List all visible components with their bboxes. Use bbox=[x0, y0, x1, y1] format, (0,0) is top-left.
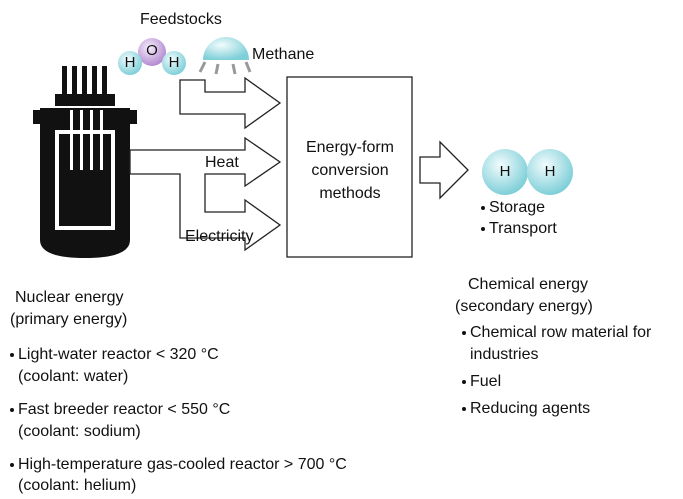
methane-icon bbox=[198, 37, 252, 75]
box-text: Energy-form bbox=[306, 139, 394, 156]
reactor-name: High-temperature gas-cooled reactor > 70… bbox=[18, 456, 347, 473]
box-text: methods bbox=[319, 185, 380, 202]
conversion-box bbox=[286, 76, 413, 258]
reactor-name: Light-water reactor < 320 °C bbox=[18, 346, 219, 363]
hydrogen-atom bbox=[482, 149, 528, 195]
heat-arrow bbox=[129, 136, 282, 252]
reactor-coolant: (coolant: water) bbox=[18, 368, 128, 385]
chemical-use: Reducing agents bbox=[470, 400, 590, 417]
methane-label: Methane bbox=[252, 46, 314, 63]
bullet bbox=[10, 463, 14, 467]
chemical-use: Chemical row material for bbox=[470, 324, 652, 341]
bullet bbox=[10, 408, 14, 412]
atom-label: H bbox=[169, 54, 180, 71]
bullet bbox=[481, 206, 485, 210]
nuclear-title: Nuclear energy bbox=[15, 289, 124, 306]
feedstock-arrow bbox=[179, 76, 282, 130]
reactor-icon bbox=[33, 66, 137, 258]
reactor-name: Fast breeder reactor < 550 °C bbox=[18, 401, 230, 418]
reactor-coolant: (coolant: helium) bbox=[18, 477, 136, 494]
feedstocks-label: Feedstocks bbox=[140, 11, 222, 28]
hydrogen-atom bbox=[162, 51, 186, 75]
chemical-title: Chemical energy bbox=[468, 276, 588, 293]
chemical-subtitle: (secondary energy) bbox=[455, 298, 593, 315]
electricity-label: Electricity bbox=[185, 228, 253, 245]
atom-label: H bbox=[545, 163, 556, 180]
reactor-coolant: (coolant: sodium) bbox=[18, 423, 141, 440]
chemical-use: industries bbox=[470, 346, 538, 363]
hydrogen-use: Storage bbox=[489, 199, 545, 216]
bullet bbox=[10, 353, 14, 357]
bullet bbox=[462, 380, 466, 384]
chemical-use: Fuel bbox=[470, 373, 501, 390]
heat-label: Heat bbox=[205, 154, 239, 171]
output-arrow bbox=[419, 140, 469, 200]
atom-label: O bbox=[146, 42, 158, 59]
atom-label: H bbox=[500, 163, 511, 180]
bullet bbox=[462, 331, 466, 335]
atom-label: H bbox=[125, 54, 136, 71]
oxygen-atom bbox=[138, 38, 166, 66]
hydrogen-use: Transport bbox=[489, 220, 557, 237]
nuclear-subtitle: (primary energy) bbox=[10, 311, 127, 328]
bullet bbox=[462, 407, 466, 411]
bullet bbox=[481, 227, 485, 231]
hydrogen-atom bbox=[118, 51, 142, 75]
box-text: conversion bbox=[311, 162, 388, 179]
hydrogen-atom bbox=[527, 149, 573, 195]
